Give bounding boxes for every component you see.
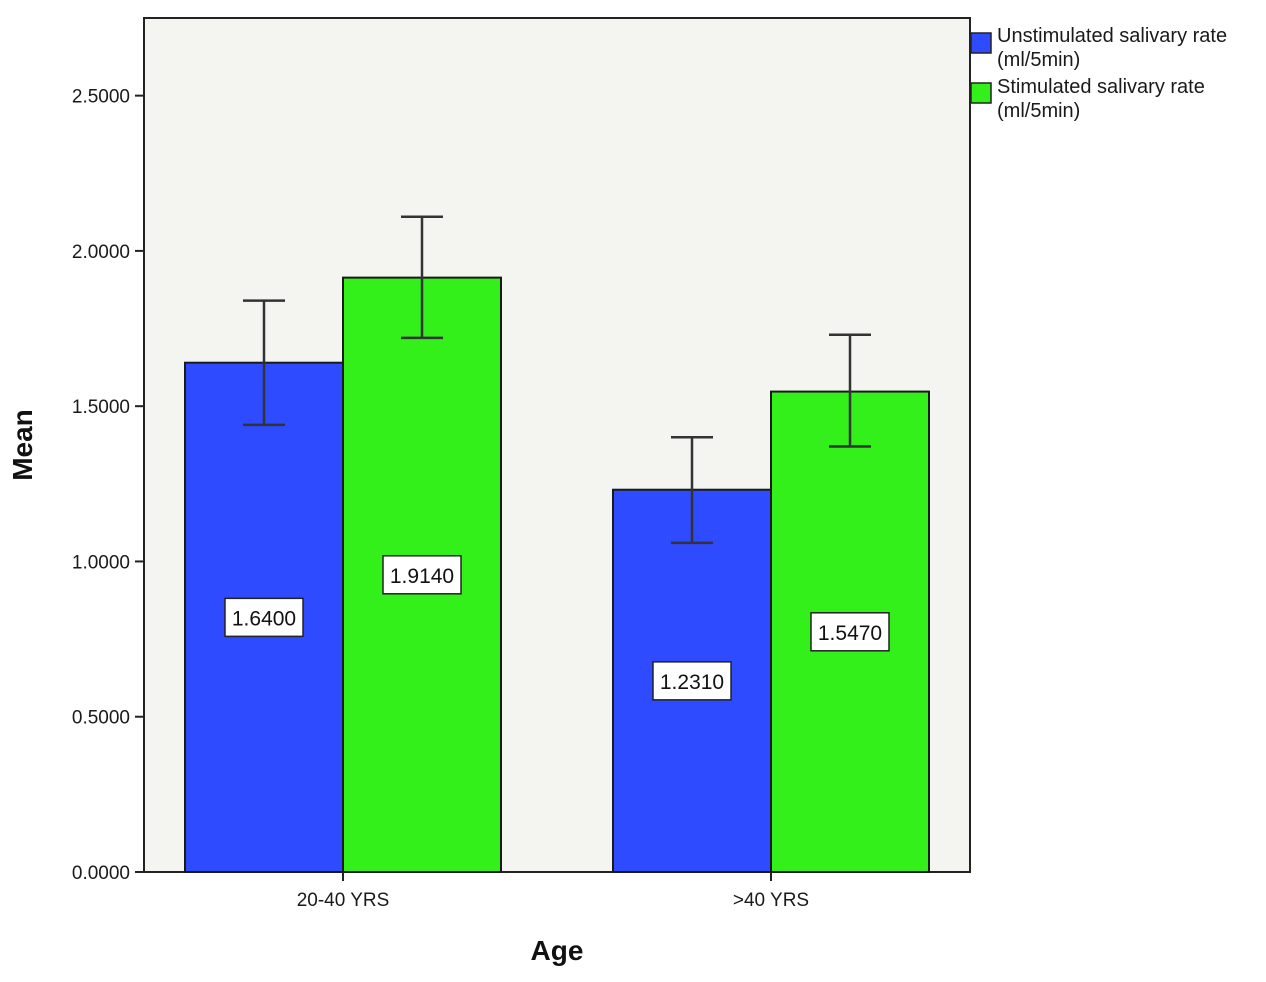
data-label-box (652, 661, 732, 701)
x-tick-label: 20-40 YRS (297, 890, 390, 911)
error-bars-group (243, 215, 871, 545)
y-axis-title: Mean (7, 409, 38, 481)
data-label: 1.6400 (232, 607, 296, 630)
data-label-box (382, 555, 462, 595)
legend: Unstimulated salivary rate(ml/5min)Stimu… (970, 25, 1227, 122)
y-tick-label: 2.5000 (72, 87, 130, 108)
y-tick-label: 1.5000 (72, 397, 130, 418)
data-labels-group: 1.6400 1.2310 1.9140 1.5470 (224, 555, 890, 701)
y-tick-label: 0.0000 (72, 863, 130, 884)
x-tick-label: >40 YRS (733, 890, 809, 911)
y-tick-label: 0.5000 (72, 708, 130, 729)
legend-label: Stimulated salivary rate (997, 76, 1205, 98)
data-label-box (224, 597, 304, 638)
data-label: 1.5470 (818, 622, 882, 645)
data-label: 1.9140 (390, 565, 454, 588)
legend-swatch-unstimulated (970, 32, 992, 54)
x-axis-title: Age (531, 935, 584, 966)
x-axis: 20-40 YRS >40 YRS (297, 872, 809, 911)
y-tick-label: 1.0000 (72, 552, 130, 573)
y-axis: 0.0000 0.5000 1.0000 1.5000 2.0000 2.5000 (72, 87, 144, 884)
legend-swatch-stimulated (970, 82, 992, 104)
legend-label: (ml/5min) (997, 49, 1080, 71)
data-label: 1.2310 (660, 671, 724, 694)
legend-label: Unstimulated salivary rate (997, 25, 1227, 47)
data-label-box (810, 612, 890, 652)
legend-label: (ml/5min) (997, 100, 1080, 122)
y-tick-label: 2.0000 (72, 242, 130, 263)
